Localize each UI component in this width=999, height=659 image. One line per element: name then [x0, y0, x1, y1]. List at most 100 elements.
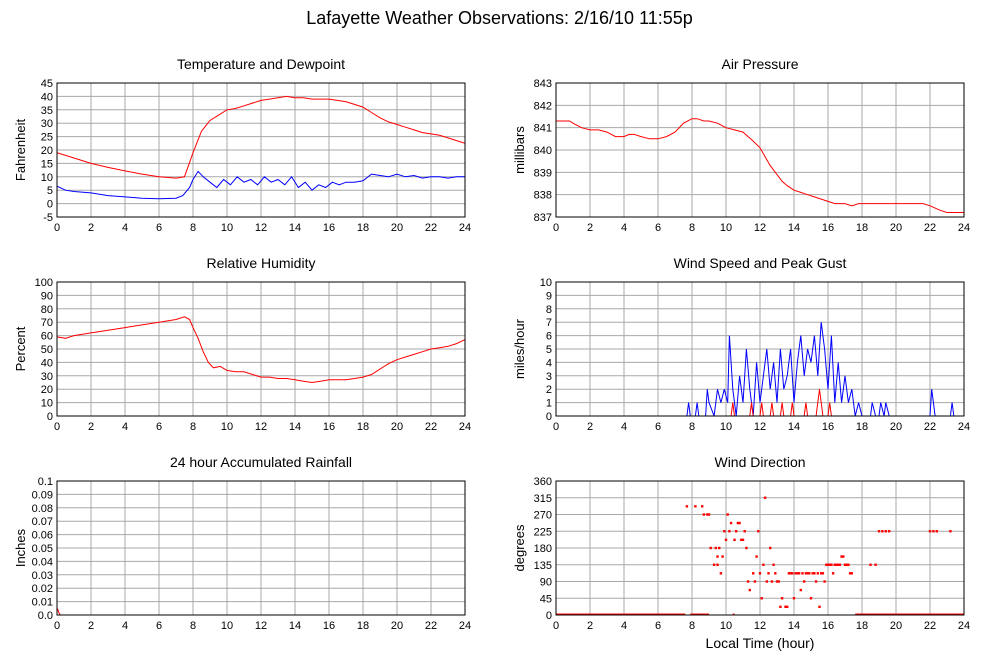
scatter-point	[714, 546, 717, 550]
scatter-point	[888, 530, 891, 533]
x-tick-label: 6	[655, 421, 661, 433]
scatter-point	[797, 572, 801, 575]
scatter-point	[735, 530, 738, 533]
scatter-point	[814, 580, 818, 583]
plot-frame	[56, 281, 466, 417]
scatter-point	[842, 555, 845, 558]
x-tick-label: 22	[924, 421, 936, 433]
x-tick-label: 12	[754, 421, 766, 433]
scatter-point	[736, 521, 740, 525]
scatter-point	[789, 572, 792, 575]
x-tick-label: 16	[822, 222, 834, 234]
scatter-point	[821, 572, 825, 575]
x-tick-label: 18	[856, 620, 868, 632]
x-tick-label: 8	[689, 421, 695, 433]
scatter-point	[770, 580, 774, 583]
y-tick-label: 0.08	[32, 503, 53, 515]
series-line-0	[556, 118, 964, 213]
y-tick-label: 837	[534, 212, 552, 224]
y-tick-label: 10	[41, 398, 53, 410]
y-tick-label: 0	[47, 199, 53, 211]
y-tick-label: 70	[41, 317, 53, 329]
scatter-point	[726, 513, 729, 516]
scatter-point	[702, 513, 706, 516]
x-tick-label: 24	[958, 620, 970, 632]
y-tick-label: 0.01	[32, 597, 53, 609]
scatter-point	[706, 513, 709, 516]
y-tick-label: 10	[540, 277, 552, 289]
scatter-point	[935, 530, 938, 533]
scatter-point	[733, 538, 736, 542]
scatter-point	[791, 572, 794, 575]
y-tick-label: 838	[534, 190, 552, 202]
x-tick-label: 20	[890, 222, 902, 234]
x-tick-label: 8	[190, 222, 196, 234]
y-tick-label: 10	[41, 172, 53, 184]
x-tick-label: 20	[391, 620, 403, 632]
x-tick-label: 18	[357, 421, 369, 433]
scatter-point	[874, 563, 877, 566]
x-tick-label: 2	[587, 222, 593, 234]
y-tick-label: 40	[41, 357, 53, 369]
x-tick-label: 20	[890, 620, 902, 632]
x-tick-label: 0	[54, 620, 60, 632]
y-tick-label: 842	[534, 100, 552, 112]
y-tick-label: 60	[41, 331, 53, 343]
scatter-point	[804, 572, 808, 575]
x-tick-label: 12	[255, 620, 267, 632]
series-line-1	[57, 170, 465, 200]
scatter-point	[826, 563, 830, 566]
scatter-point	[707, 513, 711, 516]
chart-title: 24 hour Accumulated Rainfall	[170, 454, 352, 470]
x-tick-label: 8	[190, 620, 196, 632]
y-tick-label: 5	[546, 344, 552, 356]
x-tick-label: 6	[156, 222, 162, 234]
series-line-0	[57, 608, 465, 615]
x-tick-label: 22	[425, 222, 437, 234]
y-tick-label: 270	[534, 510, 552, 522]
y-tick-label: 0.09	[32, 489, 53, 501]
scatter-point	[724, 538, 728, 542]
y-tick-label: 2	[546, 384, 552, 396]
series-line-1	[556, 389, 964, 416]
x-axis-label-local-time: Local Time (hour)	[705, 635, 815, 651]
y-axis-label: miles/hour	[512, 318, 527, 379]
scatter-point	[833, 563, 836, 566]
scatter-point	[694, 505, 697, 508]
y-tick-label: 25	[41, 132, 53, 144]
scatter-point	[823, 580, 826, 583]
y-tick-label: 3	[546, 371, 552, 383]
y-tick-label: 45	[41, 78, 53, 90]
scatter-point	[792, 597, 796, 600]
scatter-point	[769, 546, 772, 550]
y-tick-label: 0	[546, 610, 552, 622]
scatter-point	[847, 563, 850, 566]
x-tick-label: 24	[958, 421, 970, 433]
x-tick-label: 8	[190, 421, 196, 433]
scatter-point	[877, 530, 881, 533]
x-tick-label: 16	[822, 421, 834, 433]
scatter-point	[932, 530, 935, 533]
scatter-point	[718, 546, 721, 550]
x-tick-label: 0	[553, 421, 559, 433]
x-tick-label: 18	[856, 421, 868, 433]
x-tick-label: 4	[122, 620, 128, 632]
x-tick-label: 20	[391, 421, 403, 433]
x-tick-label: 14	[788, 620, 800, 632]
x-tick-label: 6	[655, 620, 661, 632]
x-tick-label: 16	[822, 620, 834, 632]
y-tick-label: 20	[41, 384, 53, 396]
scatter-point	[762, 563, 765, 566]
y-tick-label: 30	[41, 118, 53, 130]
y-tick-label: 8	[546, 304, 552, 316]
scatter-point	[820, 572, 823, 575]
y-tick-label: 840	[534, 145, 552, 157]
x-tick-label: 2	[587, 620, 593, 632]
x-tick-label: 4	[122, 421, 128, 433]
x-tick-label: 16	[323, 421, 335, 433]
y-tick-label: 6	[546, 331, 552, 343]
x-tick-label: 18	[357, 222, 369, 234]
scatter-point	[767, 572, 770, 575]
scatter-point	[741, 538, 745, 542]
y-tick-label: 180	[534, 543, 552, 555]
